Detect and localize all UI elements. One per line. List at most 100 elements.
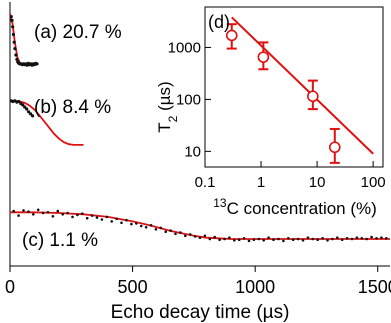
- series-c-data-point: [336, 236, 339, 239]
- inset-panel-label: (d): [208, 12, 230, 32]
- inset-x-tick-label: 10: [309, 174, 326, 191]
- main-series: [9, 13, 390, 243]
- series-c-data-point: [380, 236, 383, 239]
- inset-y-tick-label: 10: [184, 143, 201, 160]
- series-b-data-point: [27, 110, 31, 114]
- series-c-label: (c) 1.1 %: [22, 230, 98, 251]
- series-c-data-point: [296, 237, 300, 241]
- series-c-data-point: [252, 238, 256, 241]
- series-c-data-point: [340, 238, 344, 241]
- series-c-data-point: [81, 212, 84, 215]
- series-c-data-point: [125, 218, 128, 222]
- inset-series: [225, 16, 374, 164]
- inset-x-tick-label: 100: [361, 174, 386, 191]
- series-c-data-point: [85, 216, 89, 220]
- series-c-data-point: [385, 237, 388, 240]
- series-a-data-point: [11, 32, 15, 37]
- series-a-data-point: [15, 57, 19, 62]
- series-c-data-point: [27, 210, 30, 213]
- series-c-data-point: [277, 237, 280, 241]
- series-c-data-point: [198, 236, 202, 239]
- series-c-data-point: [267, 236, 270, 239]
- series-c-data-point: [139, 224, 143, 228]
- series-c-data-point: [164, 230, 167, 234]
- series-c-data-point: [76, 213, 79, 217]
- series-c-data-point: [90, 214, 94, 217]
- series-a-data-point: [12, 40, 16, 44]
- inset-plot: 0.1 1 10 100 10 100 1000 (d) T2 (µs) 13C conce…: [155, 3, 387, 218]
- series-b-data-point: [23, 105, 27, 109]
- series-c-data-point: [120, 221, 123, 225]
- series-a-fit-line: [9, 13, 37, 66]
- inset-data-point: [307, 90, 319, 103]
- series-b-data-point: [29, 112, 33, 116]
- series-c-data-point: [188, 233, 192, 236]
- inset-y-tick-label: 1000: [168, 39, 201, 56]
- main-x-ticks: 0 500 1000 1500: [5, 266, 391, 297]
- series-c-data-point: [71, 215, 74, 219]
- series-a-label: (a) 20.7 %: [34, 22, 122, 43]
- series-c-data-point: [159, 226, 163, 230]
- series-c-data-point: [184, 234, 187, 238]
- series-c-data-point: [311, 237, 315, 241]
- series-c-data-point: [370, 235, 373, 239]
- series-c-data-point: [306, 236, 310, 239]
- inset-ticks: 0.1 1 10 100 10 100 1000: [168, 39, 386, 191]
- series-b-data-point: [17, 99, 21, 104]
- series-c-data-point: [262, 239, 266, 242]
- inset-x-axis-label: 13C concentration (%): [213, 196, 377, 218]
- main-x-tick-label: 1500: [358, 277, 391, 297]
- series-c-data-point: [135, 222, 138, 225]
- series-c-data-point: [193, 235, 197, 238]
- series-c-data-point: [203, 234, 207, 238]
- series-c-data-point: [149, 224, 153, 227]
- series-c-data-point: [326, 239, 329, 242]
- series-c-data-point: [350, 237, 354, 241]
- series-c-data-point: [17, 214, 20, 217]
- series-a-data-point: [11, 25, 15, 29]
- series-c-data-point: [272, 238, 275, 241]
- series-c-data-point: [41, 211, 45, 215]
- series-c-data-point: [32, 213, 35, 216]
- series-c-data-point: [355, 236, 359, 239]
- inset-fit-line: [231, 16, 374, 155]
- series-c-data-point: [282, 239, 285, 243]
- inset-frame: [204, 6, 384, 168]
- main-x-tick-label: 500: [118, 277, 148, 297]
- series-c-data-point: [169, 229, 172, 232]
- series-a-data-point: [35, 62, 39, 66]
- inset-x-tick-label: 1: [257, 174, 265, 191]
- series-c-data-point: [22, 209, 25, 212]
- series-c-data-point: [301, 239, 305, 242]
- inset-data-point: [328, 141, 341, 154]
- series-c-data-point: [360, 237, 364, 240]
- series-c-data-point: [154, 228, 158, 231]
- series-c-data-point: [100, 218, 104, 221]
- series-c-data-point: [228, 236, 231, 239]
- inset-x-tick-label: 0.1: [195, 174, 216, 191]
- series-c-data-point: [375, 237, 378, 240]
- series-c-data-point: [291, 238, 295, 241]
- series-c-data-point: [365, 237, 369, 241]
- series-b-data-point: [30, 114, 35, 118]
- series-c-data-point: [237, 238, 241, 241]
- series-c-data-point: [110, 220, 113, 223]
- inset-y-tick-label: 100: [176, 91, 201, 108]
- series-b-data-point: [25, 107, 29, 111]
- main-x-tick-label: 0: [5, 277, 15, 297]
- series-c-data-point: [66, 211, 69, 215]
- series-c-data-point: [12, 209, 15, 213]
- series-a-data-point: [10, 18, 14, 22]
- series-a-data-point: [14, 53, 18, 57]
- series-a-data-point: [9, 15, 13, 19]
- main-x-axis-label: Echo decay time (µs): [111, 302, 290, 323]
- series-c-data-point: [61, 213, 64, 216]
- series-c-data-point: [51, 215, 55, 218]
- series-c-data-point: [144, 226, 148, 229]
- series-b-fit-line: [10, 99, 84, 146]
- series-c-data-point: [316, 238, 320, 241]
- series-c-data-point: [223, 237, 226, 241]
- inset-y-axis-label: T2 (µs): [155, 81, 180, 132]
- series-c-data-point: [95, 216, 99, 219]
